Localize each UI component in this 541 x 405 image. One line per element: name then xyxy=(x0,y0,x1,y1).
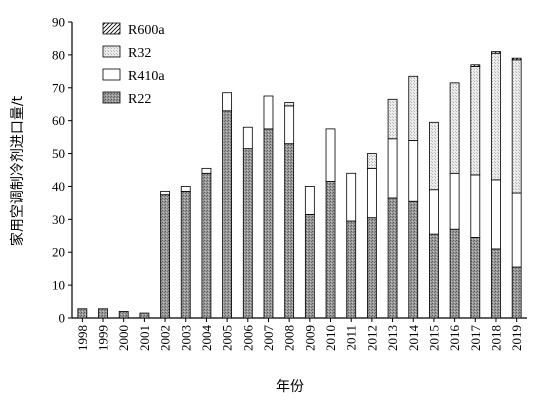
bar-R32-2012 xyxy=(366,153,377,169)
y-tick-label: 90 xyxy=(52,15,65,30)
x-tick-label: 2018 xyxy=(488,325,503,351)
bar-R410a-2005 xyxy=(222,92,233,112)
bar-R22-2001 xyxy=(139,312,150,319)
bar-R410a-2007 xyxy=(263,95,274,130)
bar-R32-2014 xyxy=(408,75,419,141)
y-tick-label: 30 xyxy=(52,212,65,227)
x-tick-label: 1999 xyxy=(96,325,111,351)
bar-R22-2004 xyxy=(201,172,212,319)
bar-R410a-2016 xyxy=(449,172,460,230)
legend-swatch-R22 xyxy=(102,91,121,104)
legend-label-R410a: R410a xyxy=(128,69,165,84)
bar-R410a-2009 xyxy=(304,186,315,215)
y-tick-label: 60 xyxy=(52,113,65,128)
x-tick-label: 2010 xyxy=(323,325,338,351)
x-tick-label: 1998 xyxy=(75,325,90,351)
y-tick-label: 40 xyxy=(52,179,65,194)
bar-R22-2019 xyxy=(511,266,522,319)
bar-R410a-2017 xyxy=(470,174,481,238)
legend-label-R32: R32 xyxy=(128,46,151,61)
y-tick-label: 70 xyxy=(52,80,65,95)
bar-R22-1999 xyxy=(98,308,108,319)
bar-R22-2003 xyxy=(180,190,191,319)
x-tick-label: 2005 xyxy=(220,325,235,351)
x-tick-label: 2016 xyxy=(447,325,462,352)
bar-R410a-2008 xyxy=(284,105,295,145)
bar-R600a-2019 xyxy=(511,57,522,61)
bar-R410a-2003 xyxy=(180,186,191,192)
bar-R22-2000 xyxy=(118,311,129,319)
bar-R22-2011 xyxy=(346,220,357,319)
x-tick-label: 2013 xyxy=(385,325,400,351)
bar-R410a-2002 xyxy=(160,190,170,196)
y-axis-title: 家用空调制冷剂进口量/t xyxy=(9,95,26,246)
x-tick-label: 2002 xyxy=(158,325,173,351)
bar-R410a-2004 xyxy=(201,167,212,174)
bar-R410a-2018 xyxy=(491,179,501,250)
x-tick-label: 2019 xyxy=(509,325,524,351)
x-tick-label: 2017 xyxy=(468,325,483,352)
bar-R22-2006 xyxy=(242,148,253,319)
tick-labels: 1998 1999 2000 2001 2002 2003 2004 2005 2006 2007… xyxy=(52,15,524,352)
x-tick-label: 2009 xyxy=(302,325,317,351)
bar-R22-2005 xyxy=(222,110,233,319)
x-tick-label: 2011 xyxy=(344,325,359,351)
x-tick-label: 2006 xyxy=(240,325,255,352)
bar-R22-2016 xyxy=(449,228,460,319)
x-axis-title: 年份 xyxy=(276,379,304,395)
legend: R600a R32 R410a R22 xyxy=(102,22,165,107)
bar-R22-2012 xyxy=(366,217,377,319)
bar-R32-2016 xyxy=(449,82,460,174)
bar-R410a-2012 xyxy=(366,167,377,219)
y-tick-label: 80 xyxy=(52,47,65,62)
bar-R410a-2010 xyxy=(325,128,336,182)
x-tick-label: 2003 xyxy=(178,325,193,351)
bar-R22-1998 xyxy=(77,308,88,319)
y-tick-label: 10 xyxy=(52,278,65,293)
bar-R410a-2013 xyxy=(387,138,398,199)
bar-R600a-2017 xyxy=(470,64,481,67)
bar-R32-2019 xyxy=(511,59,522,194)
y-tick-label: 20 xyxy=(52,245,65,260)
bar-R22-2015 xyxy=(429,233,439,319)
bar-R410a-2011 xyxy=(346,172,357,222)
bar-R410a-2014 xyxy=(408,139,419,202)
bar-R22-2013 xyxy=(387,197,398,319)
bar-R22-2017 xyxy=(470,237,481,319)
x-tick-label: 2000 xyxy=(116,325,131,351)
bar-R22-2008 xyxy=(284,143,295,319)
bar-R22-2010 xyxy=(325,181,336,319)
bar-R32-2008 xyxy=(284,102,295,107)
bar-R600a-2018 xyxy=(491,51,501,54)
x-tick-label: 2014 xyxy=(406,325,421,352)
x-tick-label: 2007 xyxy=(261,325,276,352)
x-tick-label: 2015 xyxy=(426,325,441,351)
bar-R22-2018 xyxy=(491,248,501,319)
bar-R410a-2015 xyxy=(429,189,439,235)
x-tick-label: 2008 xyxy=(282,325,297,351)
bar-R410a-2019 xyxy=(511,192,522,268)
bar-R32-2017 xyxy=(470,66,481,176)
bar-R22-2009 xyxy=(304,213,315,319)
bar-R410a-2006 xyxy=(242,126,253,150)
bars-group xyxy=(77,51,522,319)
legend-swatch-R32 xyxy=(102,45,121,58)
legend-swatch-R410a xyxy=(102,68,121,81)
bar-R32-2018 xyxy=(491,52,501,181)
legend-label-R22: R22 xyxy=(128,92,151,107)
x-tick-label: 2001 xyxy=(137,325,152,351)
y-tick-label: 50 xyxy=(52,146,65,161)
legend-label-R600a: R600a xyxy=(128,23,165,38)
legend-swatch-R600a xyxy=(102,22,121,35)
y-tick-label: 0 xyxy=(59,311,66,326)
x-tick-label: 2004 xyxy=(199,325,214,352)
bar-R32-2015 xyxy=(429,121,439,191)
x-tick-label: 2012 xyxy=(364,325,379,351)
bar-R22-2014 xyxy=(408,200,419,319)
bar-R22-2002 xyxy=(160,194,170,319)
bar-R32-2013 xyxy=(387,98,398,140)
bar-R22-2007 xyxy=(263,128,274,319)
